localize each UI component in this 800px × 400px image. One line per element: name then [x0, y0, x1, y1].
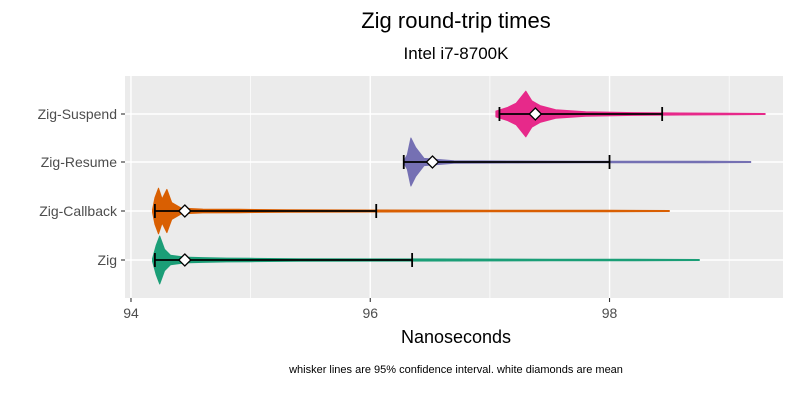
y-tick-label: Zig-Suspend: [38, 106, 117, 122]
plot-panel: [125, 76, 783, 298]
mean-diamond-zig-resume: [425, 155, 440, 169]
mean-diamond-zig-callback: [177, 204, 192, 218]
y-tick-label: Zig-Callback: [39, 203, 118, 219]
x-tick-label: 98: [602, 305, 618, 321]
y-tick-label: Zig: [98, 252, 117, 268]
y-axis: Zig-Suspend Zig-Resume Zig-Callback Zig: [38, 106, 125, 268]
y-tick-label: Zig-Resume: [41, 154, 117, 170]
x-axis: 94 96 98: [123, 298, 618, 321]
mean-diamond-zig-suspend: [528, 107, 543, 121]
x-tick-label: 96: [362, 305, 378, 321]
x-axis-label: Nanoseconds: [401, 327, 511, 347]
chart-subtitle: Intel i7-8700K: [404, 44, 510, 63]
mean-markers: [177, 107, 543, 267]
chart-title: Zig round-trip times: [361, 8, 551, 33]
mean-diamond-zig: [177, 253, 192, 267]
violin-zig-callback: [152, 187, 670, 235]
x-tick-label: 94: [123, 305, 139, 321]
chart-caption: whisker lines are 95% confidence interva…: [288, 364, 623, 376]
whiskers: [154, 107, 664, 267]
